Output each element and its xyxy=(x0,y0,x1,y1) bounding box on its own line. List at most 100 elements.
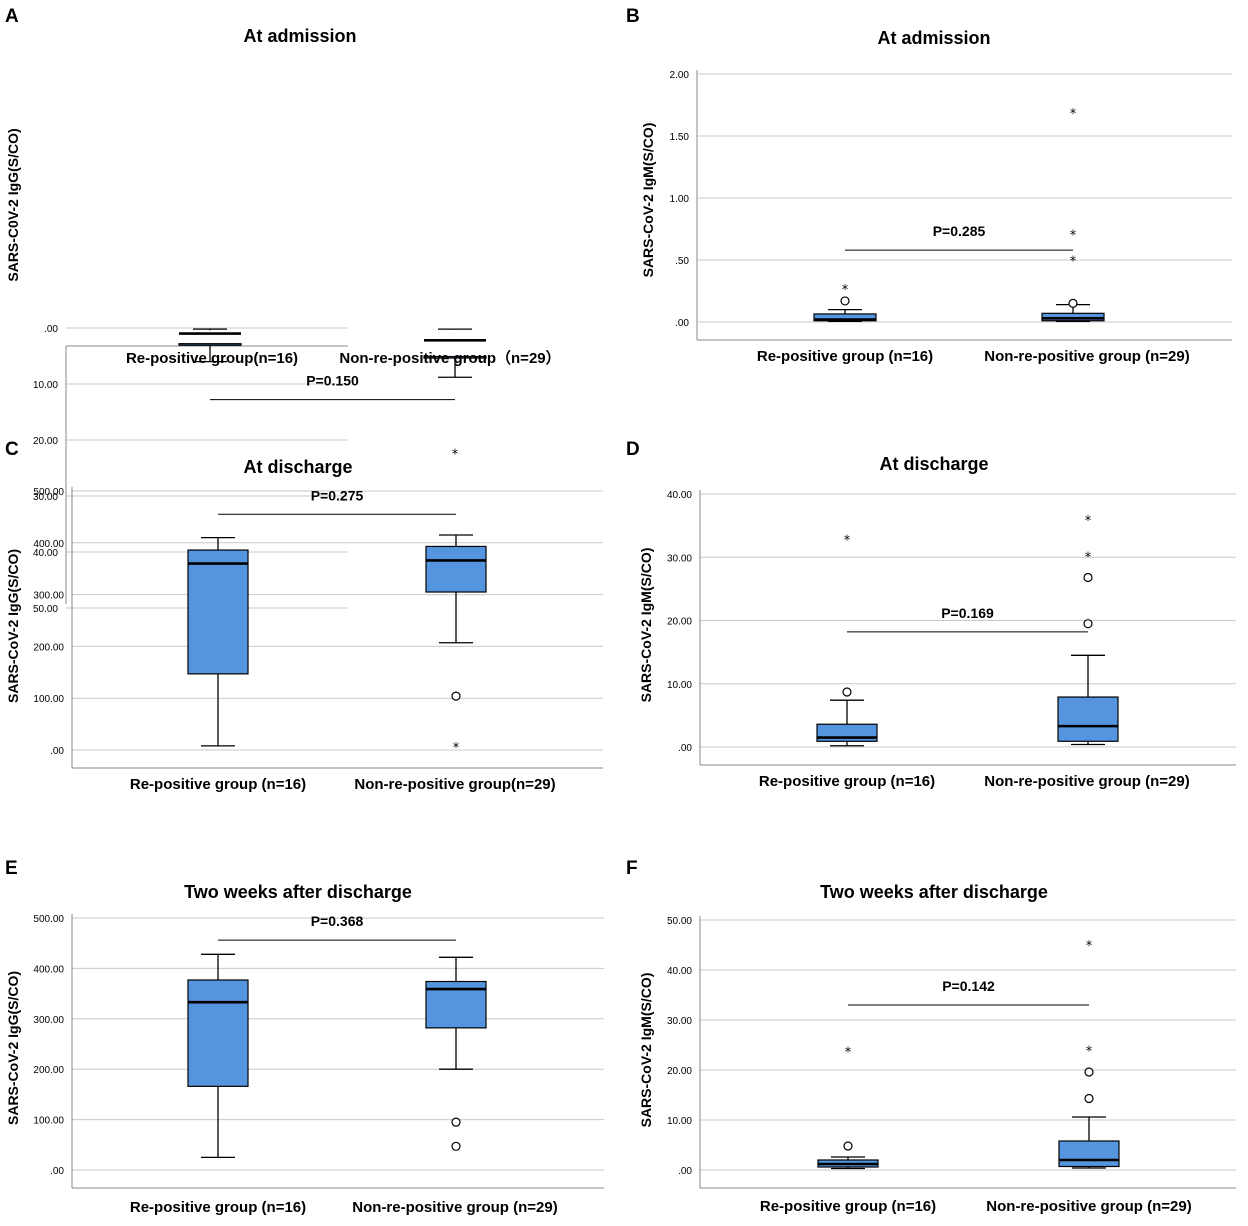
extreme-point: * xyxy=(1086,939,1093,954)
y-tick-label: 200.00 xyxy=(33,1065,64,1076)
box-re-positive xyxy=(187,536,249,747)
y-axis-label: SARS-CoV-2 IgM(S/CO) xyxy=(638,973,654,1128)
y-tick-label: .50 xyxy=(675,256,689,267)
y-tick-label: 10.00 xyxy=(667,1116,692,1127)
panel-b: B At admission .00 .50 1.00 1.50 2.00 SARS-CoV-… xyxy=(626,6,1232,365)
outlier-point xyxy=(1084,1093,1094,1104)
x-category-label: Non-re-positive group（n=29） xyxy=(339,349,560,367)
p-value-label: P=0.368 xyxy=(311,913,364,929)
box-iqr xyxy=(187,549,249,675)
y-tick-label: 50.00 xyxy=(667,916,692,927)
chart-title: At admission xyxy=(877,28,990,48)
chart-title: At discharge xyxy=(243,457,352,477)
y-tick-label: 20.00 xyxy=(33,436,58,447)
y-tick-label: 20.00 xyxy=(667,617,692,628)
p-value-label: P=0.150 xyxy=(306,373,359,389)
y-tick-label: 1.50 xyxy=(670,132,690,143)
p-value-label: P=0.285 xyxy=(933,223,986,239)
y-tick-label: 40.00 xyxy=(33,548,58,559)
y-tick-label: 30.00 xyxy=(667,553,692,564)
panel-d: D At discharge .00 10.00 20.00 30.00 40.00 SARS… xyxy=(626,439,1236,790)
extreme-point: * xyxy=(842,283,849,298)
x-category-label: Re-positive group (n=16) xyxy=(130,776,306,793)
box-iqr xyxy=(1057,696,1119,742)
outlier-point xyxy=(1084,1067,1094,1077)
chart-title: At discharge xyxy=(879,454,988,474)
y-tick-label: 200.00 xyxy=(33,642,64,653)
box-re-positive xyxy=(187,953,249,1159)
x-category-label: Re-positive group(n=16) xyxy=(126,350,298,367)
box-iqr xyxy=(187,979,249,1087)
y-axis-label: SARS-CoV-2 IgG(S/CO) xyxy=(5,971,21,1125)
outlier-point xyxy=(843,1141,853,1151)
outlier-point xyxy=(840,296,850,306)
outlier-point xyxy=(1068,298,1078,308)
box-iqr xyxy=(178,343,242,346)
panel-letter: E xyxy=(5,858,18,879)
p-value-label: P=0.142 xyxy=(942,978,995,994)
extreme-point: * xyxy=(453,741,460,756)
y-tick-label: 100.00 xyxy=(33,694,64,705)
y-tick-label: .00 xyxy=(678,1166,692,1177)
x-category-label: Re-positive group (n=16) xyxy=(130,1199,306,1216)
box-re-positive: * xyxy=(816,533,878,747)
y-tick-label: 400.00 xyxy=(33,539,64,550)
outlier-point xyxy=(1083,619,1093,629)
panel-letter: C xyxy=(5,439,19,460)
box-non-re-positive xyxy=(425,956,487,1151)
x-category-label: Re-positive group (n=16) xyxy=(757,348,933,365)
outlier-point xyxy=(451,1117,461,1127)
x-category-label: Non-re-positive group(n=29) xyxy=(354,776,555,793)
y-tick-label: 10.00 xyxy=(667,680,692,691)
box-non-re-positive: * * * xyxy=(1041,107,1105,323)
p-value-label: P=0.275 xyxy=(311,487,364,503)
extreme-point: * xyxy=(1070,107,1077,122)
box-iqr xyxy=(1058,1140,1120,1168)
x-category-label: Re-positive group (n=16) xyxy=(759,773,935,790)
outlier-point xyxy=(451,1141,461,1151)
outlier-point xyxy=(1083,572,1093,583)
y-tick-label: 10.00 xyxy=(33,380,58,391)
y-tick-label: 1.00 xyxy=(670,194,690,205)
y-tick-label: 50.00 xyxy=(33,604,58,615)
extreme-point: * xyxy=(1085,514,1092,529)
box-iqr xyxy=(425,545,487,593)
y-tick-label: 300.00 xyxy=(33,591,64,602)
y-axis-label: SARS-CoV-2 IgM(S/CO) xyxy=(640,123,656,278)
y-tick-label: .00 xyxy=(50,746,64,757)
y-tick-label: .00 xyxy=(678,743,692,754)
panel-a: A At admission .00 10.00 20.00 30.00 40.00 50.0… xyxy=(5,6,561,615)
box-non-re-positive: ** xyxy=(1057,514,1119,746)
y-tick-label: 500.00 xyxy=(33,487,64,498)
x-category-label: Re-positive group (n=16) xyxy=(760,1198,936,1215)
panel-letter: D xyxy=(626,439,640,460)
chart-title: Two weeks after discharge xyxy=(820,882,1048,902)
extreme-point: * xyxy=(845,1046,852,1061)
y-tick-label: .00 xyxy=(44,324,58,335)
outlier-point xyxy=(842,687,852,697)
y-tick-label: 40.00 xyxy=(667,490,692,501)
y-tick-label: 400.00 xyxy=(33,964,64,975)
extreme-point: * xyxy=(1086,1045,1093,1060)
box-re-positive xyxy=(178,328,242,363)
y-tick-label: 300.00 xyxy=(33,1015,64,1026)
y-tick-label: 40.00 xyxy=(667,966,692,977)
y-axis-label: SARS-CoV-2 IgG(S/CO) xyxy=(5,549,21,703)
box-re-positive: * xyxy=(817,1046,879,1170)
panel-c: C At discharge .00 100.00 200.00 300.00 400.00… xyxy=(5,439,603,793)
y-tick-label: .00 xyxy=(675,318,689,329)
x-category-label: Non-re-positive group (n=29) xyxy=(984,773,1189,790)
outlier-point xyxy=(451,691,461,701)
box-re-positive: * xyxy=(813,283,877,323)
extreme-point: * xyxy=(1070,255,1077,270)
x-category-label: Non-re-positive group (n=29) xyxy=(986,1198,1191,1215)
y-tick-label: 30.00 xyxy=(667,1016,692,1027)
extreme-point: * xyxy=(1070,228,1077,243)
box-iqr xyxy=(423,355,487,359)
chart-title: At admission xyxy=(243,26,356,46)
y-tick-label: 30.00 xyxy=(33,492,58,503)
panel-f: F Two weeks after discharge .00 10.00 20.00 3… xyxy=(626,858,1236,1215)
panel-letter: F xyxy=(626,858,638,879)
y-axis-label: SARS-CoV-2 IgM(S/CO) xyxy=(638,548,654,703)
